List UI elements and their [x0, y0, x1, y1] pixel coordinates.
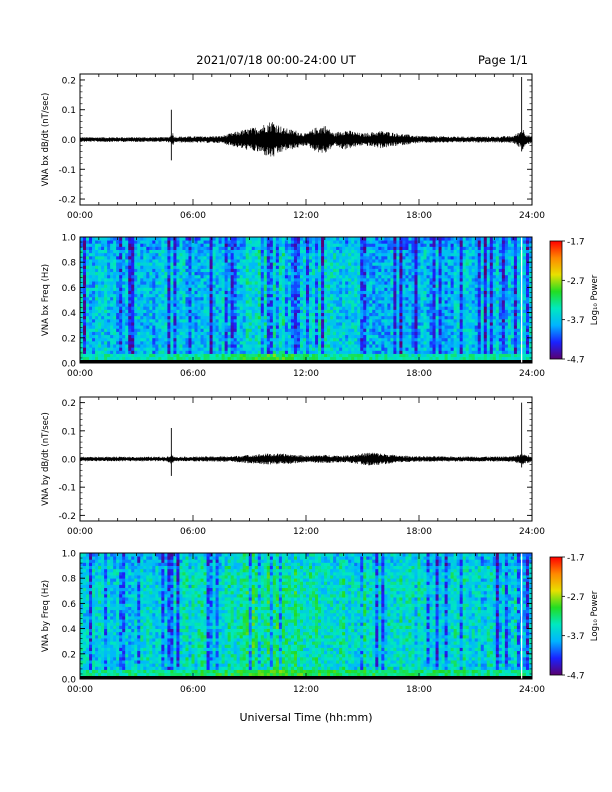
x-tick-label: 00:00 — [67, 211, 93, 221]
x-axis-label: Universal Time (hh:mm) — [240, 711, 373, 724]
x-tick-label: 00:00 — [67, 685, 93, 695]
x-tick-label: 18:00 — [406, 211, 432, 221]
y-tick-label: 0.4 — [62, 309, 77, 319]
colorbar-tick-label: -1.7 — [567, 238, 585, 248]
x-tick-label: 06:00 — [180, 369, 206, 379]
x-tick-label: 24:00 — [519, 211, 545, 221]
waveform-1 — [79, 76, 533, 161]
x-tick-label: 24:00 — [519, 685, 545, 695]
panel-3: 0.2 0.1 0.0 -0.1 -0.2 00:00 06:00 12:00 18:00 24:… — [41, 396, 545, 537]
colorbar-tick-label: -3.7 — [567, 632, 585, 642]
y-tick-label: 0.6 — [62, 284, 77, 294]
y-axis-label: VNA by dB/dt (nT/sec) — [41, 412, 51, 506]
page-indicator: Page 1/1 — [478, 53, 528, 67]
panel-2: -1.7 -2.7 -3.7 -4.7 Log₁₀ Power 1.0 0.8 0.6 0.4 0… — [41, 234, 600, 380]
x-tick-label: 06:00 — [180, 685, 206, 695]
panel-4: -1.7 -2.7 -3.7 -4.7 Log₁₀ Power 1.0 0.8 0.6 0.4 0… — [41, 550, 600, 725]
y-tick-label: 0.1 — [62, 427, 76, 437]
colorbar-tick-label: -2.7 — [567, 593, 585, 603]
waveform-3 — [79, 402, 533, 476]
y-tick-label: 0.6 — [62, 600, 77, 610]
y-tick-label: 0.8 — [62, 259, 77, 269]
x-tick-label: 12:00 — [293, 211, 319, 221]
spectrogram-2 — [80, 237, 533, 364]
panel-1: 0.2 0.1 0.0 -0.1 -0.2 00:00 06:00 12:00 18:00 24:… — [41, 73, 545, 221]
panels: 0.2 0.1 0.0 -0.1 -0.2 00:00 06:00 12:00 18:00 24:… — [41, 73, 600, 725]
y-tick-label: -0.1 — [58, 166, 76, 176]
x-tick-label: 18:00 — [406, 685, 432, 695]
spectrogram-4 — [80, 553, 533, 680]
y-tick-label: 0.8 — [62, 575, 77, 585]
y-tick-label: 0.4 — [62, 625, 77, 635]
x-tick-label: 24:00 — [519, 527, 545, 537]
colorbar-tick-label: -2.7 — [567, 277, 585, 287]
figure-title: 2021/07/18 00:00-24:00 UT — [196, 53, 356, 67]
y-tick-label: 0.0 — [62, 456, 77, 466]
y-tick-label: 0.2 — [62, 650, 76, 660]
x-tick-label: 18:00 — [406, 527, 432, 537]
colorbar-label: Log₁₀ Power — [590, 274, 600, 325]
x-tick-label: 00:00 — [67, 369, 93, 379]
y-tick-label: 1.0 — [62, 550, 77, 560]
colorbar-2 — [549, 240, 563, 360]
trace-line — [79, 452, 533, 466]
y-tick-label: -0.1 — [58, 484, 76, 494]
y-axis-label: VNA bx dB/dt (nT/sec) — [41, 93, 51, 187]
y-axis-label: VNA by Freq (Hz) — [41, 580, 51, 652]
colorbar-tick-label: -1.7 — [567, 554, 585, 564]
x-tick-label: 12:00 — [293, 527, 319, 537]
y-tick-label: 0.1 — [62, 106, 76, 116]
x-tick-label: 18:00 — [406, 369, 432, 379]
x-tick-label: 06:00 — [180, 527, 206, 537]
colorbar-4 — [549, 556, 563, 676]
y-tick-label: 0.2 — [62, 334, 76, 344]
x-tick-label: 12:00 — [293, 369, 319, 379]
colorbar-tick-label: -3.7 — [567, 316, 585, 326]
colorbar-tick-label: -4.7 — [567, 672, 585, 682]
x-tick-label: 12:00 — [293, 685, 319, 695]
y-axis-label: VNA bx Freq (Hz) — [41, 264, 51, 336]
colorbar-tick-label: -4.7 — [567, 356, 585, 366]
colorbar-label: Log₁₀ Power — [590, 590, 600, 641]
y-tick-label: 0.2 — [62, 399, 76, 409]
y-tick-label: 0.0 — [62, 136, 77, 146]
y-tick-label: 0.0 — [62, 360, 77, 370]
y-tick-label: -0.2 — [58, 196, 76, 206]
x-tick-label: 24:00 — [519, 369, 545, 379]
y-tick-label: -0.2 — [58, 512, 76, 522]
x-tick-label: 00:00 — [67, 527, 93, 537]
y-tick-label: 0.0 — [62, 676, 77, 686]
y-tick-label: 1.0 — [62, 234, 77, 244]
y-tick-label: 0.2 — [62, 76, 76, 86]
x-tick-label: 06:00 — [180, 211, 206, 221]
trace-line — [79, 122, 533, 157]
